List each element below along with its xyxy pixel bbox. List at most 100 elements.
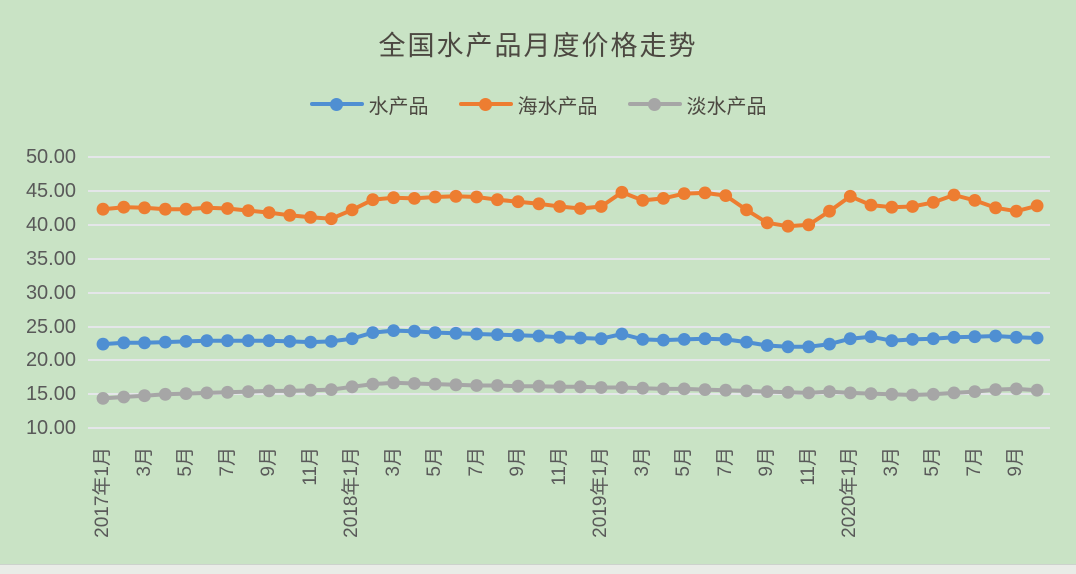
series-aquatic-point — [698, 332, 712, 346]
series-seawater-point — [760, 216, 774, 230]
series-aquatic-point — [1030, 331, 1044, 345]
x-axis-tick-label: 3月 — [133, 447, 155, 477]
x-axis-tick-label: 11月 — [299, 447, 321, 486]
series-seawater-point — [179, 202, 193, 216]
series-aquatic-point — [345, 332, 359, 346]
chart-title: 全国水产品月度价格走势 — [378, 31, 698, 61]
series-freshwater-point — [885, 387, 899, 401]
y-axis-tick-label: 50.00 — [25, 146, 76, 168]
series-aquatic-point — [241, 334, 255, 348]
series-aquatic-point — [428, 326, 442, 339]
series-aquatic-point — [574, 331, 587, 345]
legend-label: 水产品 — [368, 95, 429, 118]
series-aquatic-point — [926, 332, 940, 346]
x-axis-tick-label: 5月 — [175, 447, 197, 477]
series-aquatic-point — [594, 332, 608, 346]
x-axis-tick-label: 2019年1月 — [590, 447, 612, 538]
series-aquatic-point — [989, 329, 1002, 343]
gridline — [88, 156, 1050, 158]
gridline — [88, 257, 1050, 260]
series-seawater-point — [719, 189, 733, 203]
series-aquatic-point — [864, 330, 878, 344]
x-axis-tick-label: 11月 — [797, 447, 819, 486]
series-freshwater-point — [1030, 383, 1044, 397]
series-freshwater-point — [636, 381, 650, 395]
series-seawater-point — [968, 194, 982, 207]
series-freshwater-point — [989, 383, 1002, 396]
series-seawater-point — [636, 194, 650, 207]
series-aquatic-point — [968, 330, 982, 344]
gridline — [88, 393, 1050, 396]
series-freshwater-point — [408, 377, 421, 390]
series-aquatic-point — [138, 336, 151, 350]
series-freshwater-point — [96, 392, 110, 405]
series-freshwater-point — [158, 387, 172, 401]
series-aquatic-point — [366, 326, 380, 339]
series-seawater-line — [101, 190, 1040, 229]
legend-label: 淡水产品 — [686, 95, 767, 118]
series-aquatic-point — [740, 335, 753, 349]
x-axis-tick-label: 5月 — [424, 447, 446, 477]
series-aquatic-point — [158, 335, 172, 349]
series-freshwater-point — [760, 385, 774, 398]
y-axis-tick-label: 45.00 — [25, 179, 76, 202]
y-axis-tick-label: 35.00 — [25, 247, 76, 270]
series-seawater-point — [387, 191, 400, 205]
gridline — [88, 223, 1050, 226]
series-seawater-point — [1030, 199, 1044, 213]
series-freshwater — [96, 376, 1044, 405]
series-freshwater-line — [101, 380, 1040, 401]
series-aquatic-point — [200, 334, 214, 348]
x-axis-tick-label: 3月 — [631, 447, 653, 477]
series-freshwater-point — [138, 389, 151, 403]
series-seawater-point — [926, 196, 940, 209]
series-freshwater-point — [511, 379, 525, 393]
series-freshwater-point — [262, 384, 276, 398]
series-aquatic-point — [657, 333, 670, 347]
x-axis-tick-label: 5月 — [922, 447, 944, 477]
series-freshwater-point — [906, 388, 919, 402]
series-aquatic-point — [843, 332, 857, 346]
series-aquatic-point — [760, 339, 774, 352]
series-freshwater-point — [864, 387, 878, 400]
series-aquatic-point — [304, 335, 317, 349]
series-freshwater-point — [221, 385, 234, 399]
series-seawater-point — [843, 189, 857, 203]
series-aquatic-point — [283, 335, 297, 348]
series-seawater-point — [594, 200, 608, 213]
series-freshwater-point — [366, 377, 380, 391]
series-aquatic-line — [101, 328, 1040, 349]
series-freshwater-point — [345, 380, 359, 394]
series-aquatic-point — [532, 329, 546, 343]
series-freshwater-point — [179, 387, 193, 400]
series-freshwater-point — [947, 386, 961, 400]
y-axis-tick-label: 30.00 — [25, 281, 76, 304]
x-axis-tick-label: 7月 — [465, 447, 487, 477]
series-aquatic-point — [179, 335, 193, 348]
series-freshwater-point — [324, 383, 338, 396]
series-freshwater-point — [719, 383, 733, 397]
series-freshwater-point — [283, 384, 297, 398]
gridline — [88, 291, 1050, 294]
series-freshwater-point — [491, 379, 504, 392]
series-seawater-point — [283, 208, 297, 222]
series-aquatic-point — [491, 328, 504, 341]
y-axis-tick-label: 40.00 — [25, 213, 76, 236]
series-freshwater-point — [387, 376, 400, 390]
series-freshwater-point — [532, 379, 546, 393]
line-marker-icon — [458, 97, 513, 111]
series-freshwater-point — [968, 385, 982, 398]
series-seawater-point — [304, 210, 317, 224]
series-seawater-point — [366, 193, 380, 207]
x-axis-tick-label: 11月 — [548, 447, 570, 486]
series-freshwater-point — [304, 383, 317, 397]
series-aquatic-point — [719, 333, 733, 346]
series-aquatic-point — [470, 327, 483, 341]
series-seawater-point — [1009, 204, 1023, 218]
series-aquatic-point — [96, 337, 110, 351]
series-aquatic-point — [677, 333, 691, 346]
series-seawater-point — [677, 187, 691, 201]
series-aquatic-point — [553, 330, 567, 344]
